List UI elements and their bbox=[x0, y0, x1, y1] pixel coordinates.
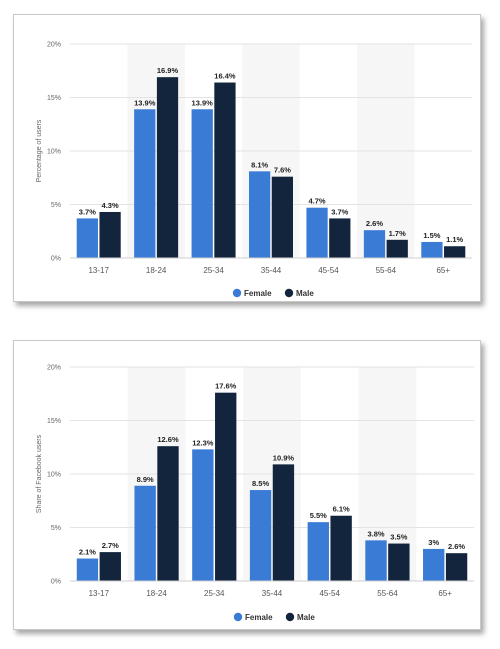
bar-male-45-54 bbox=[329, 218, 351, 258]
data-label: 12.6% bbox=[157, 435, 179, 444]
y-tick-label: 15% bbox=[47, 95, 61, 102]
bar-female-18-24 bbox=[134, 485, 156, 581]
bar-female-13-17 bbox=[76, 218, 98, 258]
bar-female-65+ bbox=[423, 548, 445, 581]
y-axis-title: Percentage of users bbox=[36, 119, 43, 182]
y-tick-label: 5% bbox=[51, 202, 61, 209]
y-tick-label: 0% bbox=[51, 256, 61, 263]
data-label: 2.1% bbox=[79, 548, 96, 557]
bar-male-25-34 bbox=[214, 82, 236, 259]
data-label: 3% bbox=[428, 538, 439, 547]
y-tick-label: 20% bbox=[47, 365, 61, 372]
data-label: 3.5% bbox=[390, 533, 407, 542]
data-label: 17.6% bbox=[215, 382, 237, 391]
legend-marker-female[interactable] bbox=[232, 288, 242, 298]
bar-chart-2: 0% 5% 10% 15% 20% Share of Facebook users 2.1%… bbox=[36, 365, 474, 622]
x-tick-label: 65+ bbox=[436, 266, 450, 275]
bar-female-55-64 bbox=[365, 540, 387, 581]
data-label: 1.1% bbox=[446, 235, 463, 244]
bar-male-13-17 bbox=[99, 552, 121, 581]
bar-male-35-44 bbox=[272, 464, 295, 581]
x-tick-label: 25-34 bbox=[204, 589, 225, 598]
bar-female-45-54 bbox=[307, 522, 329, 581]
data-label: 7.6% bbox=[274, 166, 291, 175]
bar-female-13-17 bbox=[76, 558, 99, 581]
x-tick-label: 55-64 bbox=[377, 589, 398, 598]
data-label: 1.7% bbox=[389, 229, 406, 238]
x-tick-label: 35-44 bbox=[262, 589, 283, 598]
data-label: 4.3% bbox=[102, 201, 119, 210]
bar-male-18-24 bbox=[157, 446, 179, 581]
bar-male-55-64 bbox=[388, 543, 410, 581]
bar-female-25-34 bbox=[192, 449, 214, 581]
x-tick-label: 65+ bbox=[438, 589, 452, 598]
x-tick-label: 18-24 bbox=[146, 266, 167, 275]
legend-label-male[interactable]: Male bbox=[297, 613, 315, 622]
data-label: 8.1% bbox=[251, 160, 268, 169]
x-tick-label: 25-34 bbox=[203, 266, 224, 275]
data-label: 13.9% bbox=[134, 98, 156, 107]
data-label: 1.5% bbox=[423, 231, 440, 240]
data-label: 13.9% bbox=[192, 98, 214, 107]
bar-male-35-44 bbox=[271, 176, 293, 258]
x-tick-label: 45-54 bbox=[318, 266, 339, 275]
legend-marker-female[interactable] bbox=[233, 612, 243, 622]
data-label: 8.9% bbox=[137, 475, 154, 484]
x-tick-label: 13-17 bbox=[89, 589, 110, 598]
bar-female-45-54 bbox=[306, 207, 328, 258]
bar-male-65+ bbox=[444, 246, 466, 258]
data-label: 10.9% bbox=[273, 453, 295, 462]
chart-card-age-gender-2: 0% 5% 10% 15% 20% Share of Facebook users 2.1%… bbox=[13, 340, 481, 630]
x-tick-label: 18-24 bbox=[146, 589, 167, 598]
x-tick-label: 55-64 bbox=[376, 266, 397, 275]
data-label: 4.7% bbox=[308, 197, 325, 206]
bar-female-35-44 bbox=[249, 171, 271, 258]
data-label: 3.7% bbox=[331, 207, 348, 216]
legend-label-male[interactable]: Male bbox=[296, 289, 314, 298]
y-tick-label: 10% bbox=[47, 472, 61, 479]
y-tick-label: 5% bbox=[51, 525, 61, 532]
bar-male-65+ bbox=[445, 553, 468, 581]
data-label: 2.7% bbox=[102, 541, 119, 550]
legend-marker-male[interactable] bbox=[284, 288, 294, 298]
bar-female-35-44 bbox=[249, 490, 272, 581]
data-label: 5.5% bbox=[310, 511, 327, 520]
bar-male-18-24 bbox=[156, 77, 179, 258]
y-tick-label: 0% bbox=[51, 579, 61, 586]
x-tick-label: 13-17 bbox=[88, 266, 109, 275]
data-label: 8.5% bbox=[252, 479, 269, 488]
data-label: 3.7% bbox=[79, 207, 96, 216]
bar-female-25-34 bbox=[191, 109, 213, 259]
bar-male-13-17 bbox=[99, 211, 121, 258]
bar-male-45-54 bbox=[330, 515, 352, 581]
y-axis-title: Share of Facebook users bbox=[36, 434, 43, 513]
x-tick-label: 35-44 bbox=[261, 266, 282, 275]
legend-label-female[interactable]: Female bbox=[245, 613, 273, 622]
bar-male-55-64 bbox=[386, 239, 408, 258]
legend-label-female[interactable]: Female bbox=[244, 289, 272, 298]
bar-female-18-24 bbox=[134, 109, 156, 259]
legend-marker-male[interactable] bbox=[285, 612, 295, 622]
x-tick-label: 45-54 bbox=[319, 589, 340, 598]
data-label: 16.4% bbox=[214, 72, 236, 81]
data-label: 12.3% bbox=[192, 438, 214, 447]
data-label: 16.9% bbox=[157, 66, 179, 75]
bar-female-65+ bbox=[421, 241, 443, 258]
bar-chart-1: 0% 5% 10% 15% 20% Percentage of users 3.7% 4.3%… bbox=[36, 42, 472, 298]
bar-female-55-64 bbox=[363, 230, 386, 258]
data-label: 2.6% bbox=[366, 219, 383, 228]
y-tick-label: 10% bbox=[47, 149, 61, 156]
chart-card-age-gender-1: 0% 5% 10% 15% 20% Percentage of users 3.7% 4.3%… bbox=[13, 14, 481, 302]
data-label: 3.8% bbox=[367, 529, 384, 538]
y-tick-label: 20% bbox=[47, 42, 61, 49]
data-label: 2.6% bbox=[448, 542, 465, 551]
bar-male-25-34 bbox=[215, 392, 237, 581]
y-tick-label: 15% bbox=[47, 418, 61, 425]
data-label: 6.1% bbox=[333, 505, 350, 514]
